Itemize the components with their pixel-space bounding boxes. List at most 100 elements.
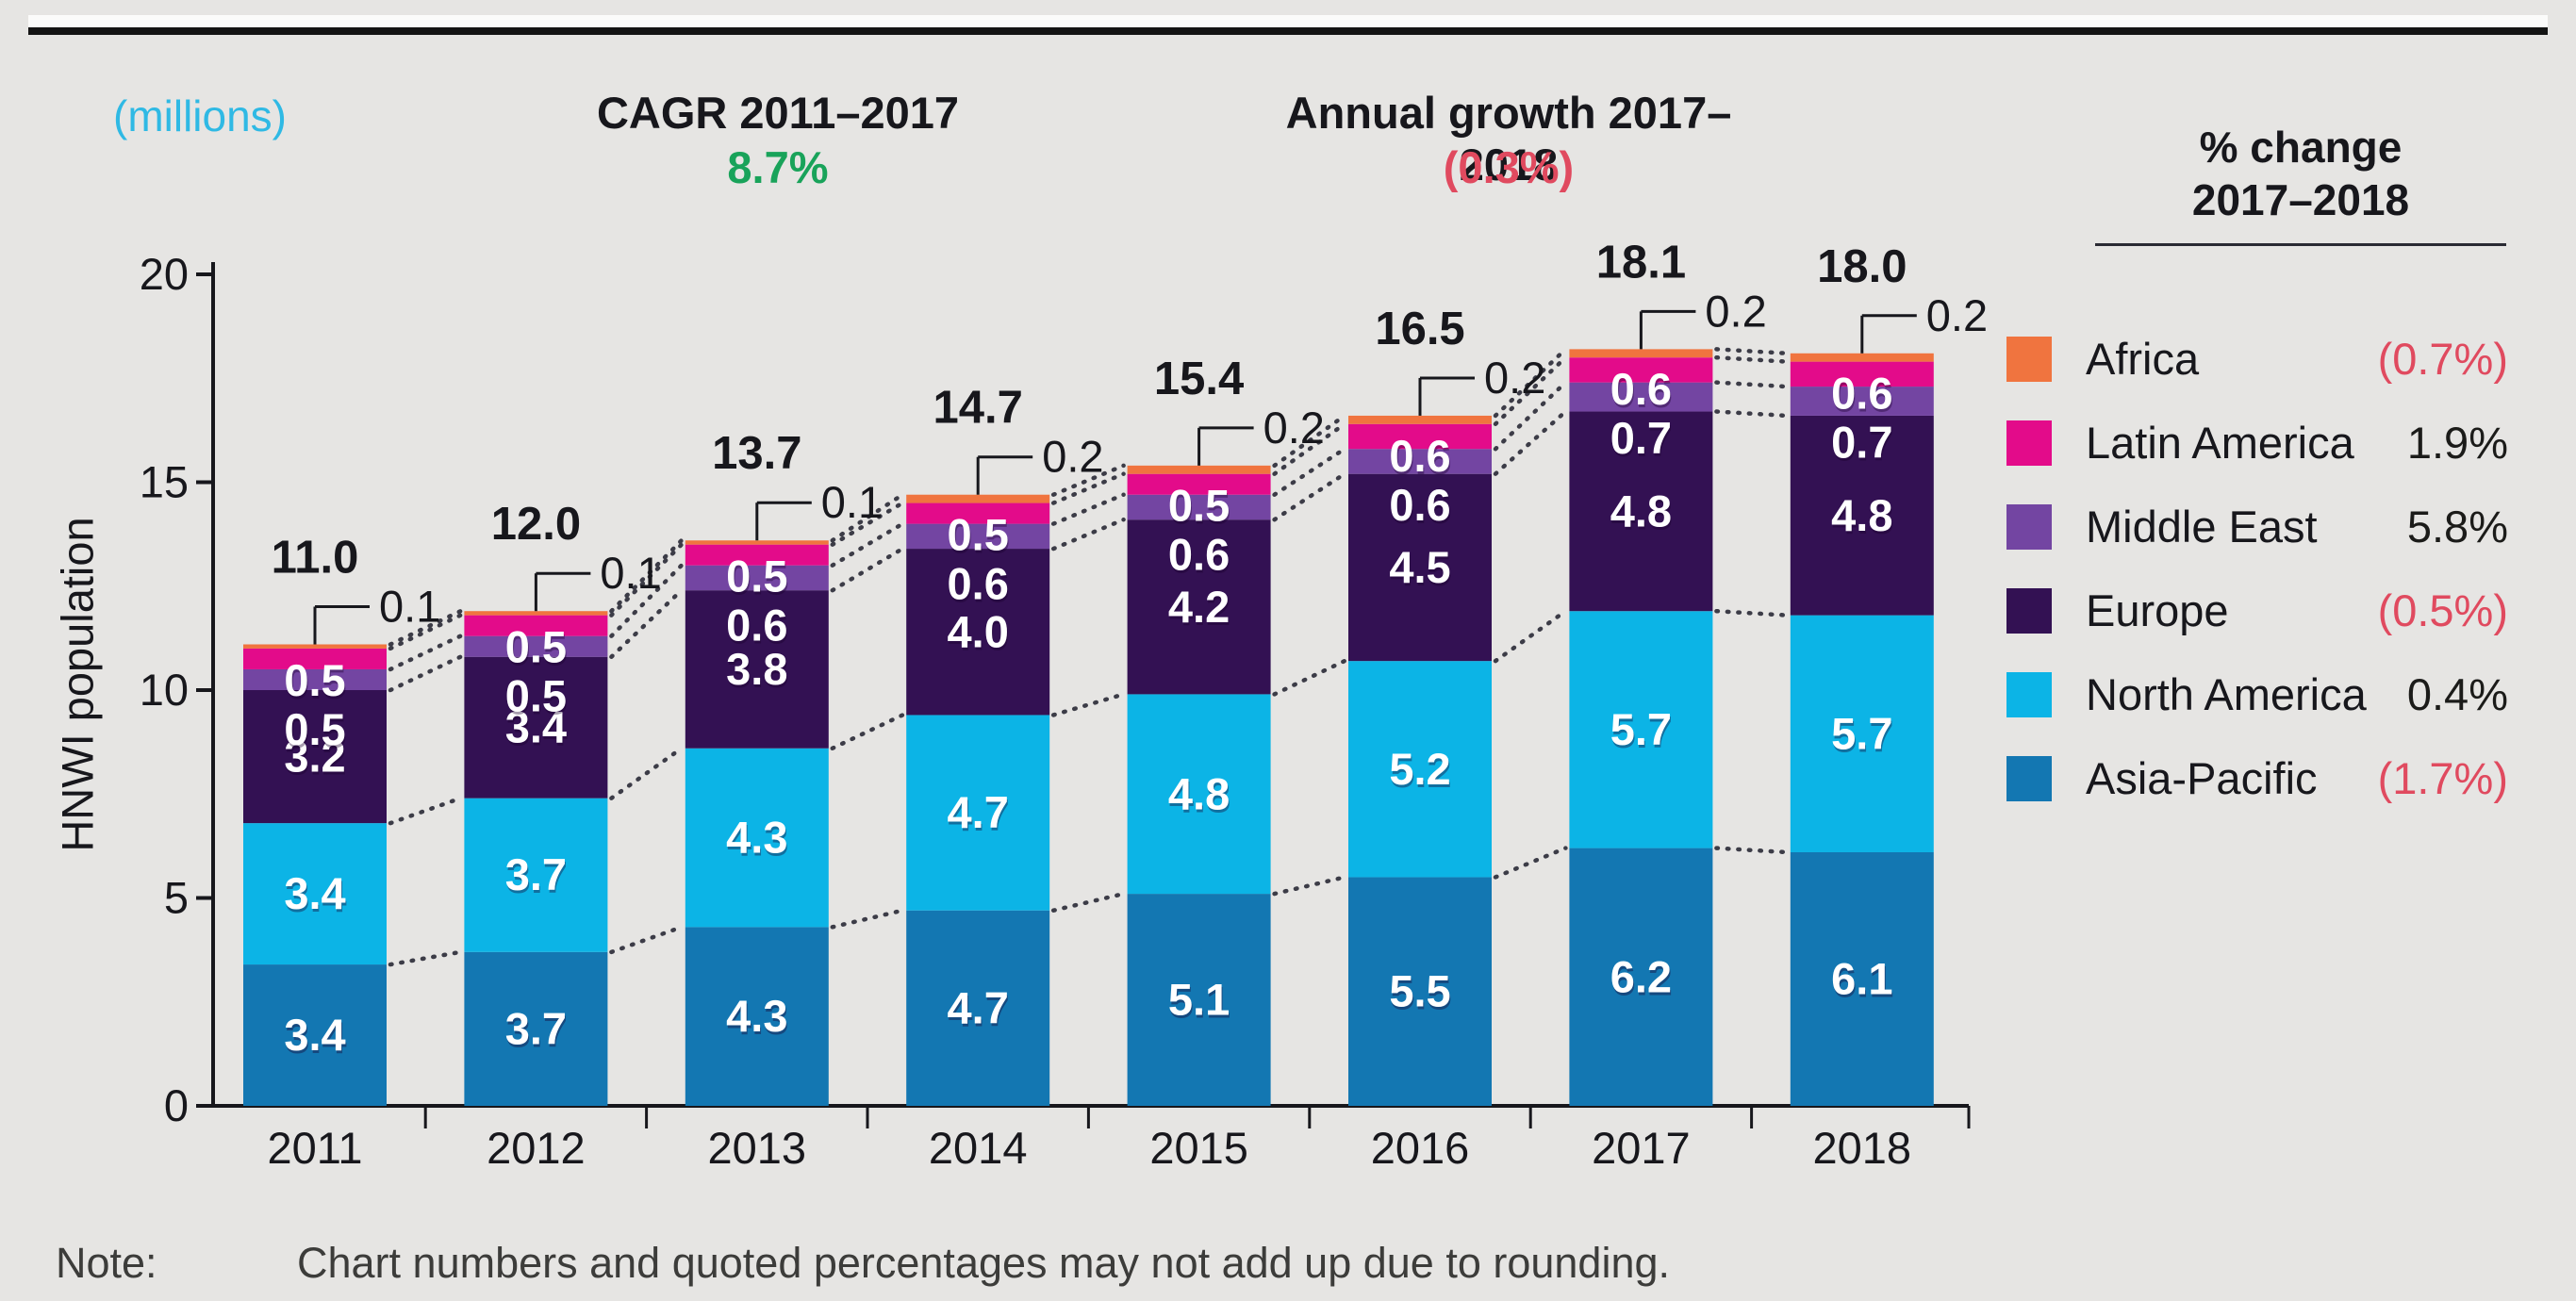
segment-label: 0.7 [1831, 418, 1892, 468]
segment-label: 4.8 [1168, 768, 1230, 818]
africa-callout-label: 0.1 [379, 581, 440, 631]
segment-label-shadow: 4.8 [1169, 771, 1230, 821]
dotted-connector [1050, 692, 1126, 717]
segment-label: 6.2 [1610, 951, 1672, 1001]
note-label: Note: [56, 1239, 157, 1287]
dotted-connector [1714, 846, 1790, 855]
legend-value-asia-pacific: (1.7%) [2377, 753, 2508, 803]
africa-callout-label: 0.2 [1263, 403, 1325, 453]
legend-item-europe: Europe (0.5%) [2006, 568, 2508, 652]
segment-label: 0.6 [948, 559, 1009, 609]
bar-segment-africa [906, 494, 1050, 503]
segment-label-shadow: 3.7 [506, 1006, 568, 1056]
segment-label-shadow: 4.2 [1169, 585, 1230, 634]
bar-total-label: 16.5 [1375, 304, 1464, 354]
segment-label: 5.1 [1168, 975, 1230, 1025]
legend-value-africa: (0.7%) [2377, 334, 2508, 384]
bar-segment-middle-east [906, 523, 1050, 550]
dotted-connector [1493, 846, 1568, 880]
segment-label-shadow: 0.6 [1169, 533, 1230, 583]
bar-2017 [1569, 349, 1713, 1106]
dotted-connector [388, 613, 463, 651]
segment-label-shadow: 0.5 [285, 658, 346, 708]
bar-segment-latin-america [906, 502, 1050, 524]
top-divider-rule [28, 27, 2548, 35]
segment-label: 0.6 [1168, 530, 1230, 580]
bar-segment-europe [906, 549, 1050, 716]
bar-segment-north-america [1790, 615, 1934, 852]
x-axis-category-label: 2016 [1371, 1123, 1470, 1173]
segment-label: 4.8 [1831, 490, 1892, 540]
bar-total-label: 12.0 [491, 499, 581, 550]
bar-segment-north-america [243, 823, 387, 965]
y-axis-tick-label: 5 [164, 873, 189, 923]
bar-2011 [243, 644, 387, 1106]
bar-segment-asia-pacific [464, 951, 608, 1106]
segment-label: 0.5 [284, 704, 345, 754]
pct-change-heading: % change 2017–2018 [2191, 123, 2410, 224]
x-axis-category-label: 2018 [1813, 1123, 1912, 1173]
segment-label: 6.1 [1831, 953, 1892, 1003]
segment-label: 4.8 [1610, 486, 1672, 535]
bar-segment-asia-pacific [685, 927, 829, 1106]
dotted-connector [609, 746, 685, 800]
bar-total-label: 13.7 [712, 428, 801, 479]
legend-label-asia-pacific: Asia-Pacific [2086, 753, 2318, 803]
legend-swatch-north-america [2006, 671, 2052, 717]
x-axis-category-label: 2015 [1149, 1123, 1248, 1173]
dotted-connector [388, 634, 463, 672]
legend-label-europe: Europe [2086, 585, 2229, 635]
africa-callout-label: 0.2 [1926, 290, 1988, 340]
bar-total-label: 11.0 [272, 532, 359, 583]
dotted-connector [1050, 463, 1126, 497]
dotted-connector [1272, 446, 1347, 497]
bar-segment-europe [1569, 411, 1713, 612]
segment-label: 0.5 [948, 510, 1009, 560]
bar-segment-europe [1348, 473, 1492, 662]
segment-label: 5.5 [1389, 966, 1450, 1016]
bar-segment-north-america [1348, 661, 1492, 878]
segment-label: 3.7 [505, 1003, 567, 1053]
bar-segment-asia-pacific [1348, 877, 1492, 1106]
segment-label-shadow: 3.8 [727, 647, 788, 697]
legend-label-middle-east: Middle East [2086, 502, 2318, 552]
segment-label: 4.5 [1389, 542, 1450, 592]
bar-segment-middle-east [1348, 449, 1492, 474]
segment-label: 3.8 [726, 644, 787, 694]
segment-label-shadow: 6.1 [1832, 956, 1893, 1006]
dotted-connector [1272, 471, 1347, 522]
dotted-connector [1272, 413, 1347, 469]
segment-label-shadow: 4.3 [727, 815, 788, 865]
bar-segment-asia-pacific [243, 964, 387, 1106]
dotted-connector [1050, 492, 1126, 526]
bar-segment-europe [1127, 519, 1271, 695]
segment-label-shadow: 0.6 [727, 603, 788, 653]
dotted-connector [1272, 875, 1347, 897]
africa-callout-label: 0.2 [1042, 432, 1103, 482]
legend-value-latin-america: 1.9% [2406, 418, 2508, 468]
dotted-connector [830, 908, 905, 930]
bar-segment-africa [1569, 349, 1713, 358]
bar-segment-africa [243, 644, 387, 649]
bar-segment-asia-pacific [1790, 851, 1934, 1106]
bar-2013 [685, 540, 829, 1106]
legend-label-africa: Africa [2086, 334, 2200, 384]
bar-segment-middle-east [243, 668, 387, 690]
segment-label: 0.5 [284, 655, 345, 705]
x-axis-category-label: 2017 [1592, 1123, 1691, 1173]
bar-segment-africa [1348, 415, 1492, 424]
segment-label: 0.5 [505, 622, 567, 672]
legend-value-middle-east: 5.8% [2406, 502, 2508, 552]
segment-label-shadow: 0.6 [1832, 371, 1893, 421]
segment-label-shadow: 0.5 [727, 554, 788, 604]
legend-item-north-america: North America 0.4% [2006, 652, 2508, 736]
segment-label-shadow: 4.7 [949, 985, 1010, 1035]
x-axis-category-label: 2013 [708, 1123, 807, 1173]
bar-segment-north-america [1127, 694, 1271, 895]
segment-label-shadow: 3.2 [285, 734, 346, 784]
bar-segment-north-america [1569, 611, 1713, 848]
bar-total-label: 18.1 [1596, 237, 1686, 288]
segment-label: 3.2 [284, 732, 345, 782]
legend-swatch-middle-east [2006, 503, 2052, 550]
